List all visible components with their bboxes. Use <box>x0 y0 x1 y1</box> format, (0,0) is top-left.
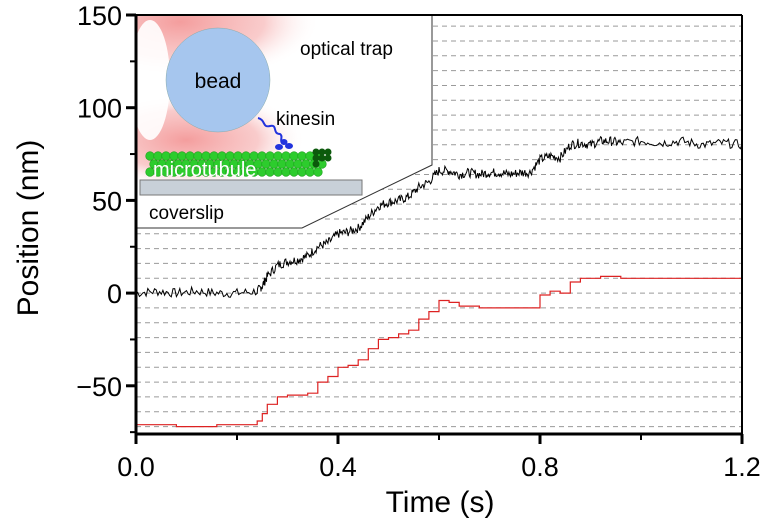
y-tick-label: 0 <box>107 279 122 309</box>
inset-label-coverslip: coverslip <box>149 203 224 224</box>
microtubule-end-subunit <box>312 154 320 162</box>
microtubule-subunit <box>305 167 315 177</box>
microtubule-subunit <box>289 151 299 161</box>
microtubule-shape <box>145 148 332 177</box>
microtubule-end-subunit <box>312 160 320 168</box>
series-line-steps <box>136 275 742 428</box>
microtubule-subunit <box>293 159 303 169</box>
inset-label-bead: bead <box>195 70 242 93</box>
microtubule-subunit <box>289 167 299 177</box>
microtubule-subunit <box>277 159 287 169</box>
x-tick-label: 0.4 <box>319 452 357 482</box>
kinesin-head-3 <box>280 139 288 145</box>
x-axis-title: Time (s) <box>386 486 495 519</box>
microtubule-subunit <box>257 167 267 177</box>
kinesin-head-1 <box>275 144 283 150</box>
optical-trap-shadow <box>136 20 170 140</box>
microtubule-end-subunit <box>312 148 320 156</box>
kinesin-head-2 <box>285 143 293 149</box>
inset-label-optical-trap: optical trap <box>300 39 393 60</box>
microtubule-subunit <box>261 159 271 169</box>
microtubule-subunit <box>265 167 275 177</box>
microtubule-end-subunit <box>324 154 332 162</box>
x-tick-label: 1.2 <box>723 452 761 482</box>
microtubule-subunit <box>297 151 307 161</box>
inset-label-kinesin: kinesin <box>276 109 335 130</box>
x-tick-label: 0.8 <box>521 452 559 482</box>
microtubule-subunit <box>269 159 279 169</box>
x-tick-label: 0.0 <box>117 452 155 482</box>
microtubule-subunit <box>313 167 323 177</box>
microtubule-end-subunit <box>318 148 326 156</box>
microtubule-end-subunit <box>318 154 326 162</box>
series-line-trace <box>136 135 742 299</box>
microtubule-subunit <box>281 167 291 177</box>
bead-shape <box>165 27 271 133</box>
microtubule-subunit <box>297 167 307 177</box>
inset-label-microtubule: microtubule <box>153 159 256 181</box>
y-tick-label: 100 <box>77 94 122 124</box>
y-tick-label: −50 <box>76 372 122 402</box>
microtubule-subunit <box>265 151 275 161</box>
microtubule-subunit <box>281 151 291 161</box>
y-axis-title: Position (nm) <box>12 140 45 317</box>
inset-schematic: optical trap bead kinesin microtubule co… <box>135 14 433 229</box>
microtubule-end-subunit <box>324 148 332 156</box>
y-tick-label: 150 <box>77 1 122 31</box>
series-group <box>136 135 742 428</box>
microtubule-subunit <box>257 151 267 161</box>
microtubule-subunit <box>285 159 295 169</box>
microtubule-subunit <box>301 159 311 169</box>
coverslip-shape <box>139 179 363 196</box>
kinesin-stalk <box>257 117 285 145</box>
y-tick-label: 50 <box>92 186 122 216</box>
microtubule-subunit <box>273 151 283 161</box>
microtubule-subunit <box>273 167 283 177</box>
ticks: −50 0 50 100 150 0.0 0.4 0.8 1.2 <box>76 1 761 482</box>
